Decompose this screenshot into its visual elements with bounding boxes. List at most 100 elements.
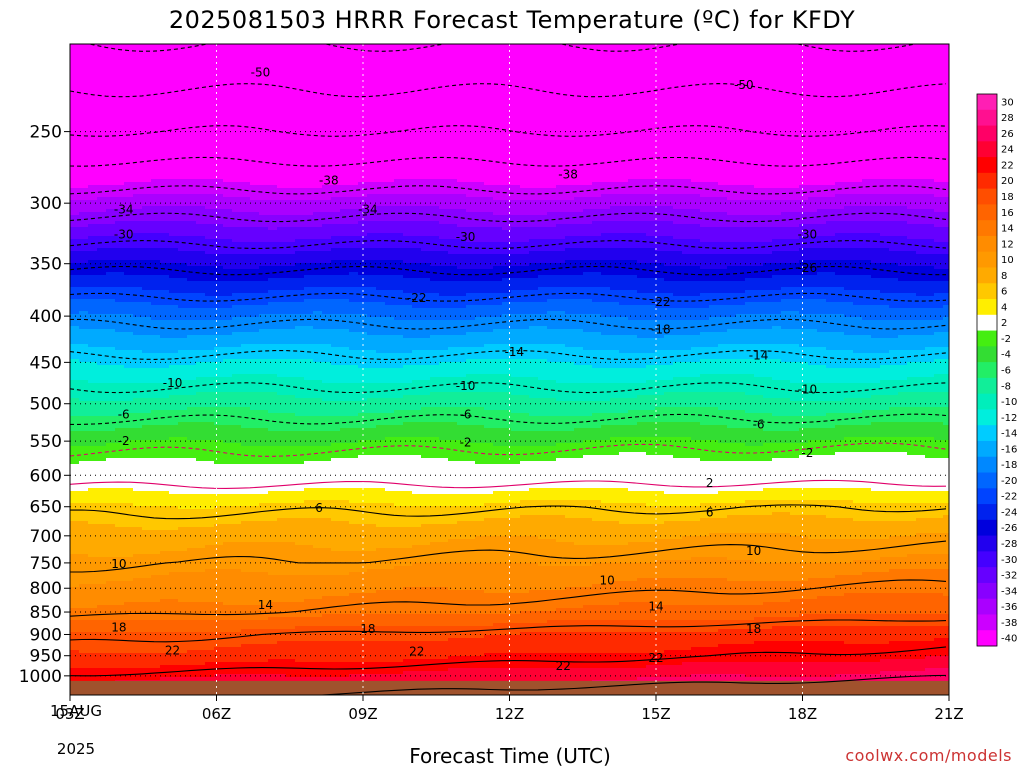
temperature-cell (349, 173, 359, 177)
temperature-cell (889, 176, 899, 180)
temperature-cell (565, 164, 575, 168)
temperature-cell (79, 65, 89, 69)
temperature-cell (754, 92, 764, 96)
temperature-cell (196, 167, 206, 171)
temperature-cell (430, 167, 440, 171)
temperature-cell (151, 107, 161, 111)
temperature-cell (880, 182, 890, 186)
temperature-cell (889, 182, 899, 186)
temperature-cell (286, 65, 296, 69)
temperature-cell (448, 173, 458, 177)
temperature-cell (907, 107, 917, 111)
temperature-cell (583, 53, 593, 57)
temperature-cell (331, 170, 341, 174)
temperature-cell (637, 125, 647, 129)
temperature-cell (223, 83, 233, 87)
temperature-cell (610, 137, 620, 141)
temperature-cell (295, 143, 305, 147)
temperature-cell (655, 44, 665, 48)
temperature-cell (745, 128, 755, 132)
temperature-cell (664, 155, 674, 159)
temperature-cell (511, 149, 521, 153)
temperature-cell (520, 83, 530, 87)
temperature-cell (547, 182, 557, 186)
temperature-cell (97, 122, 107, 126)
temperature-cell (610, 104, 620, 108)
temperature-cell (925, 179, 935, 183)
temperature-cell (754, 101, 764, 105)
temperature-cell (403, 95, 413, 99)
temperature-cell (376, 110, 386, 114)
temperature-cell (484, 77, 494, 81)
temperature-cell (925, 185, 935, 189)
temperature-cell (835, 125, 845, 129)
temperature-cell (817, 44, 827, 48)
temperature-cell (286, 122, 296, 126)
temperature-cell (250, 137, 260, 141)
temperature-cell (124, 89, 134, 93)
temperature-cell (367, 116, 377, 120)
temperature-cell (601, 155, 611, 159)
temperature-cell (907, 50, 917, 54)
temperature-cell (754, 104, 764, 108)
temperature-cell (349, 83, 359, 87)
temperature-cell (817, 191, 827, 195)
temperature-cell (601, 119, 611, 123)
temperature-cell (853, 89, 863, 93)
temperature-cell (160, 92, 170, 96)
temperature-cell (223, 116, 233, 120)
temperature-cell (205, 155, 215, 159)
temperature-cell (412, 173, 422, 177)
temperature-cell (322, 80, 332, 84)
temperature-cell (124, 98, 134, 102)
temperature-cell (151, 77, 161, 81)
temperature-cell (169, 179, 179, 183)
temperature-cell (556, 125, 566, 129)
temperature-cell (520, 128, 530, 132)
temperature-cell (601, 173, 611, 177)
temperature-cell (574, 92, 584, 96)
temperature-cell (844, 122, 854, 126)
temperature-cell (619, 167, 629, 171)
temperature-cell (322, 47, 332, 51)
temperature-cell (754, 47, 764, 51)
temperature-cell (718, 68, 728, 72)
temperature-cell (862, 167, 872, 171)
temperature-cell (115, 170, 125, 174)
temperature-cell (259, 182, 269, 186)
credit-text[interactable]: coolwx.com/models (845, 746, 1012, 765)
temperature-cell (412, 149, 422, 153)
temperature-cell (799, 188, 809, 192)
temperature-cell (394, 161, 404, 165)
temperature-cell (502, 140, 512, 144)
temperature-cell (637, 191, 647, 195)
temperature-cell (664, 59, 674, 63)
temperature-cell (691, 125, 701, 129)
temperature-cell (772, 44, 782, 48)
temperature-cell (259, 194, 269, 198)
temperature-cell (394, 134, 404, 138)
temperature-cell (421, 146, 431, 150)
temperature-cell (817, 65, 827, 69)
temperature-cell (826, 176, 836, 180)
temperature-cell (628, 95, 638, 99)
temperature-cell (547, 71, 557, 75)
temperature-cell (871, 56, 881, 60)
temperature-cell (439, 170, 449, 174)
temperature-cell (574, 146, 584, 150)
temperature-cell (646, 50, 656, 54)
temperature-cell (286, 194, 296, 198)
temperature-cell (727, 65, 737, 69)
temperature-cell (538, 116, 548, 120)
temperature-cell (133, 65, 143, 69)
temperature-cell (178, 44, 188, 48)
temperature-cell (385, 104, 395, 108)
temperature-cell (187, 182, 197, 186)
temperature-cell (556, 98, 566, 102)
temperature-cell (142, 194, 152, 198)
temperature-cell (871, 110, 881, 114)
temperature-cell (421, 80, 431, 84)
temperature-cell (763, 191, 773, 195)
temperature-cell (844, 80, 854, 84)
temperature-cell (70, 98, 80, 102)
